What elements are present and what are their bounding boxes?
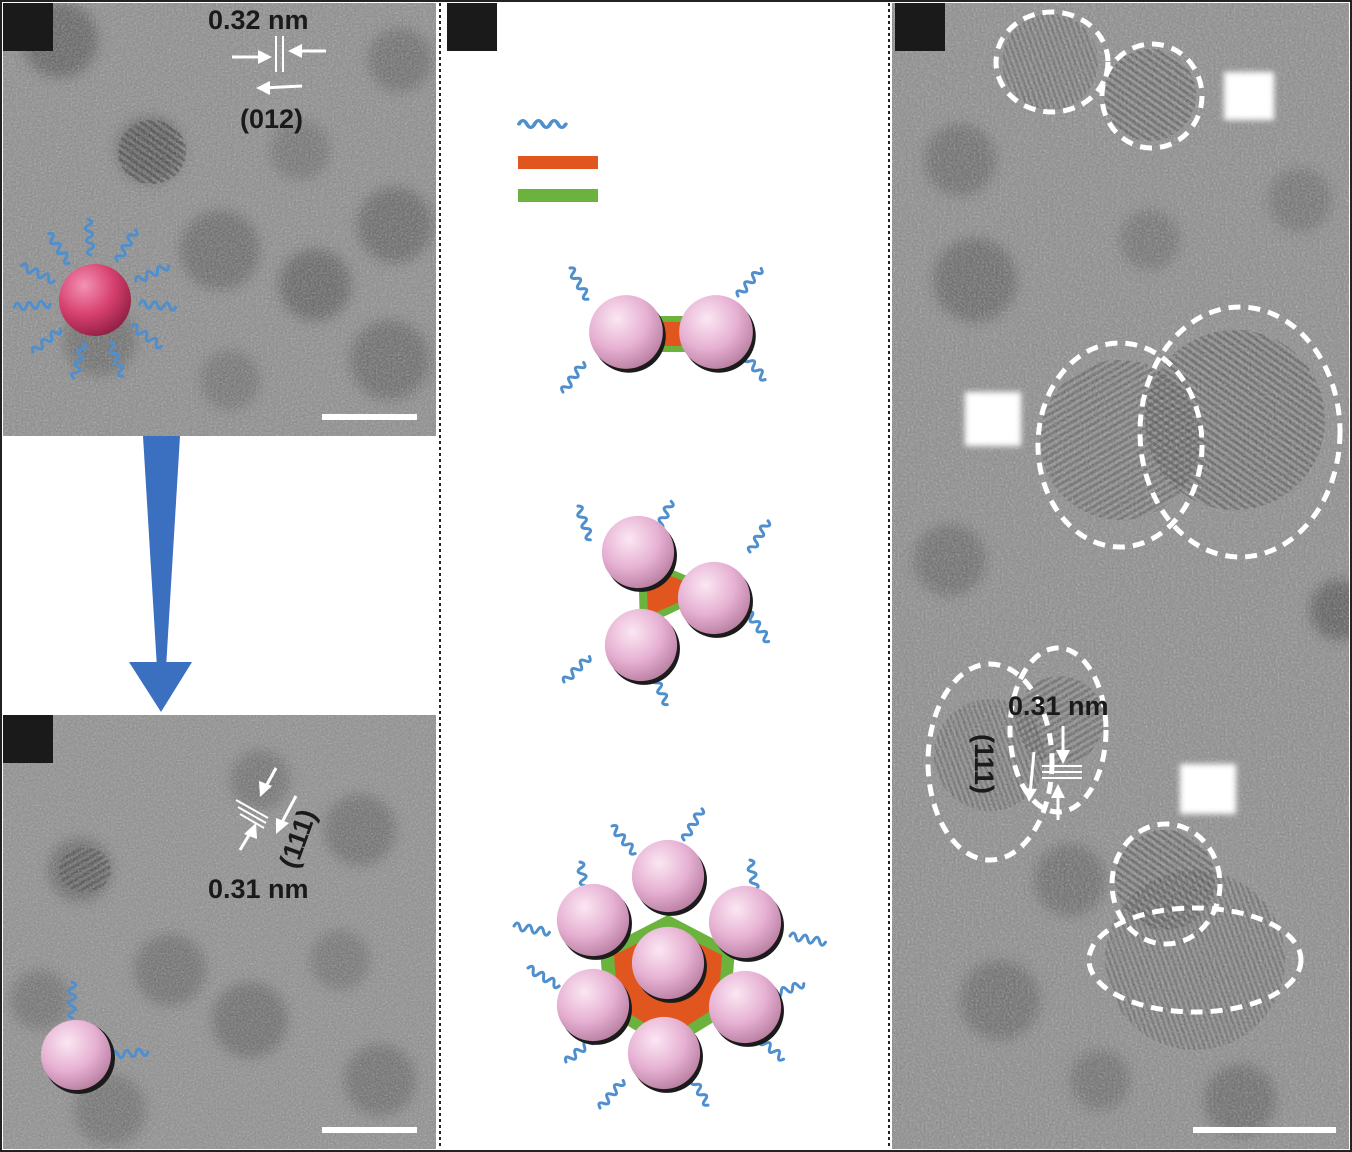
legend	[517, 118, 598, 202]
panel-d-plane-label: (111)	[969, 734, 999, 794]
assembly-heptamer	[511, 805, 828, 1112]
panel-a-scale-bar	[322, 414, 417, 420]
panel-b-tem-image	[3, 715, 436, 1149]
panel-b-label-box	[3, 715, 53, 763]
panel-c-label-box	[447, 3, 497, 51]
panel-d-scale-bar	[1193, 1127, 1336, 1133]
panel-a-spacing-label: 0.32 nm	[208, 5, 309, 35]
assembly-dimer	[558, 264, 770, 396]
panel-a-tem-image	[3, 3, 436, 436]
panel-d-label-box	[895, 3, 945, 51]
panel-a-label-box	[3, 3, 53, 51]
panel-a-ligand-capped-particle	[12, 217, 178, 381]
panel-d-lattice-annotation	[1023, 726, 1082, 820]
panel-b-lattice-annotation	[235, 767, 298, 851]
panel-b-scale-bar	[322, 1127, 417, 1133]
panel-c-schematic	[447, 3, 828, 1112]
assembly-trimer	[560, 498, 774, 708]
legend-green-swatch	[518, 189, 598, 202]
legend-orange-swatch	[518, 156, 598, 169]
panel-d-spacing-label: 0.31 nm	[1008, 691, 1109, 721]
conversion-arrow	[129, 436, 192, 712]
panel-b-ligand-capped-particle	[41, 980, 150, 1094]
panel-a-lattice-annotation	[232, 36, 326, 95]
panel-d-tem-image	[892, 3, 1349, 1149]
panel-b-spacing-label: 0.31 nm	[208, 874, 309, 904]
panel-a-plane-label: (012)	[240, 104, 303, 134]
